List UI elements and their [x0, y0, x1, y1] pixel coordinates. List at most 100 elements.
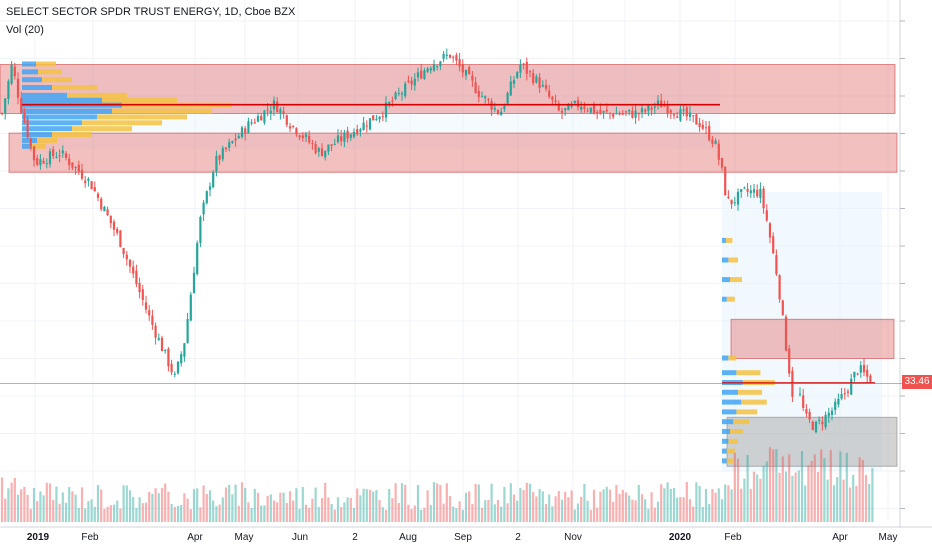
- volume-bar: [500, 506, 503, 522]
- volume-bar: [743, 478, 746, 522]
- volume-bar: [397, 502, 400, 522]
- candle-body: [666, 105, 669, 114]
- candle-body: [426, 68, 429, 72]
- candle-body: [205, 191, 208, 204]
- profile-bar-down: [728, 257, 738, 263]
- profile-bar-down: [36, 61, 56, 67]
- candle-body: [16, 78, 20, 98]
- profile-bar-up: [722, 409, 737, 415]
- candle-body: [818, 419, 821, 421]
- candle-body: [128, 259, 132, 267]
- volume-bar: [618, 494, 621, 522]
- candle-body: [250, 122, 253, 124]
- volume-bar: [109, 505, 112, 522]
- profile-bar-down: [738, 389, 762, 395]
- volume-bar: [125, 485, 128, 522]
- candle-body: [580, 106, 583, 110]
- volume-bar: [509, 483, 512, 522]
- profile-bar-up: [722, 296, 727, 302]
- candle-body: [730, 199, 733, 205]
- candle-body: [186, 319, 189, 343]
- volume-bar: [679, 497, 682, 522]
- volume-indicator-label: Vol (20): [6, 24, 44, 36]
- last-price-badge: 33.46: [902, 375, 932, 389]
- volume-bar: [256, 492, 260, 522]
- candle-body: [349, 134, 352, 138]
- candle-body: [535, 76, 538, 83]
- volume-bar: [429, 505, 432, 522]
- candle-body: [724, 166, 727, 196]
- candle-body: [324, 150, 327, 158]
- volume-bar: [61, 492, 64, 522]
- volume-bar: [570, 490, 573, 522]
- candle-body: [679, 109, 682, 121]
- volume-bar: [576, 503, 580, 522]
- candle-body: [768, 223, 772, 238]
- profile-bar-down: [733, 419, 750, 425]
- volume-bar: [554, 496, 557, 522]
- volume-bar: [733, 452, 736, 522]
- candle-body: [759, 188, 762, 198]
- volume-bar: [829, 449, 832, 522]
- profile-bar-up: [722, 438, 729, 444]
- candle-body: [824, 414, 827, 428]
- volume-bar: [404, 484, 407, 522]
- candle-body: [500, 111, 503, 116]
- volume-bar: [640, 494, 644, 522]
- candle-body: [448, 54, 452, 58]
- profile-bar-down: [741, 399, 767, 405]
- candle-body: [42, 160, 45, 164]
- candle-body: [77, 164, 80, 172]
- volume-bar: [861, 459, 864, 522]
- candle-body: [7, 81, 10, 100]
- volume-bar: [455, 508, 458, 522]
- candle-body: [743, 187, 746, 189]
- candle-body: [701, 124, 704, 129]
- volume-bar: [471, 503, 474, 522]
- candle-body: [637, 113, 640, 115]
- volume-bar: [845, 452, 848, 522]
- volume-bar: [493, 504, 496, 522]
- candle-body: [253, 122, 256, 124]
- volume-bar: [621, 489, 624, 522]
- volume-bar: [468, 491, 471, 522]
- candle-body: [714, 140, 717, 144]
- volume-bar: [48, 483, 52, 522]
- volume-bar: [871, 468, 874, 522]
- candle-body: [798, 393, 802, 395]
- volume-bar: [52, 499, 55, 522]
- candle-body: [740, 189, 743, 192]
- volume-bar: [346, 497, 349, 522]
- profile-bar-down: [728, 438, 738, 444]
- volume-bar: [279, 492, 282, 522]
- candle-body: [821, 421, 824, 425]
- candle-body: [365, 125, 368, 127]
- volume-bar: [186, 498, 189, 522]
- profile-bar-up: [22, 114, 97, 120]
- candle-body: [384, 102, 388, 118]
- volume-bar: [336, 497, 340, 522]
- candle-body: [487, 99, 490, 101]
- candle-body: [269, 110, 272, 114]
- candle-body: [704, 127, 708, 129]
- volume-bar: [480, 507, 484, 522]
- candle-body: [288, 126, 292, 129]
- volume-bar: [724, 484, 727, 522]
- volume-bar: [349, 497, 352, 522]
- time-tick-label: Aug: [399, 532, 417, 543]
- candle-body: [573, 100, 576, 103]
- candle-body: [788, 348, 791, 374]
- volume-bar: [237, 505, 240, 522]
- candle-body: [436, 66, 439, 68]
- volume-bar: [864, 474, 868, 522]
- volume-bar: [541, 491, 544, 522]
- candle-body: [544, 84, 548, 89]
- candle-body: [756, 189, 759, 197]
- volume-bar: [365, 489, 368, 522]
- candle-body: [612, 114, 615, 117]
- candle-body: [840, 394, 843, 399]
- candle-body: [850, 378, 853, 395]
- candle-body: [4, 98, 7, 114]
- volume-bar: [580, 496, 583, 522]
